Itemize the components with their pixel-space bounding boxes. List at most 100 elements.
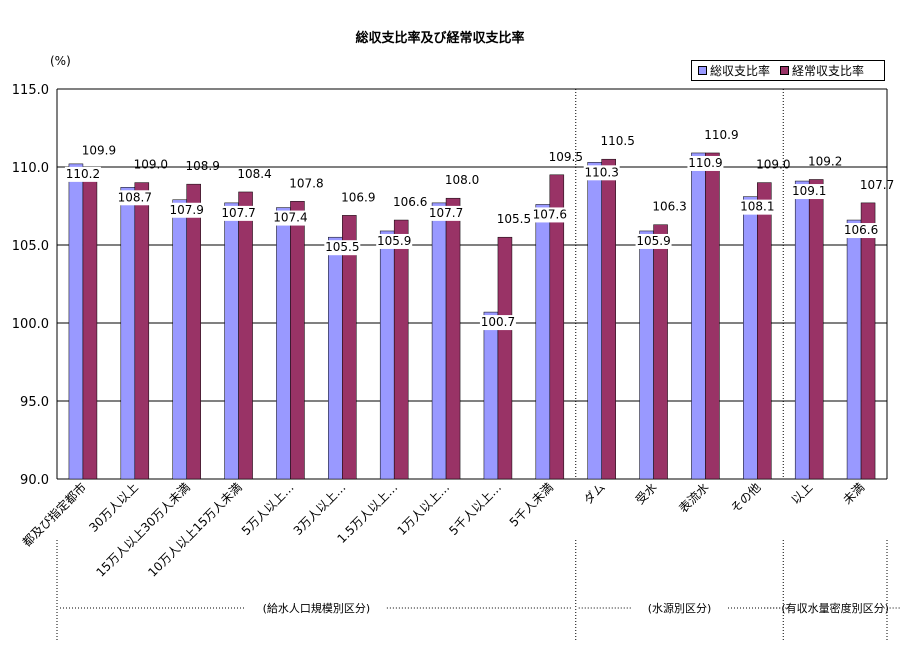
data-label-ordinary: 109.2 (808, 154, 842, 168)
data-label-bg (324, 240, 361, 256)
data-label-bg (583, 165, 620, 181)
data-label-ordinary: 109.0 (756, 158, 790, 172)
bar-total-8 (483, 311, 499, 480)
x-tick-label: 受水 (633, 480, 660, 507)
data-label-bg (635, 233, 672, 249)
legend-swatch-series-1 (698, 66, 707, 75)
x-tick-label: 5万人以上… (239, 480, 297, 538)
data-label-ordinary: 106.6 (393, 195, 427, 209)
x-tick-label: 以上 (788, 480, 815, 507)
bar-total-12 (691, 152, 706, 480)
data-label-total: 108.1 (740, 200, 774, 214)
data-label-bg (116, 190, 153, 206)
bar-total-0 (68, 163, 84, 480)
data-label-ordinary: 106.9 (341, 190, 375, 204)
x-tick-label: 15万人以上30万人未満 (93, 480, 192, 579)
data-label-ordinary: 106.3 (652, 200, 686, 214)
bar-total-15 (846, 219, 862, 480)
data-label-ordinary: 105.5 (497, 212, 531, 226)
y-tick-label: 105.0 (12, 239, 49, 254)
data-label-total: 100.7 (481, 315, 515, 329)
data-label-ordinary: 108.0 (445, 173, 479, 187)
data-label-total: 107.7 (429, 206, 463, 220)
bar-ordinary-0 (82, 168, 98, 480)
bar-ordinary-5 (342, 215, 357, 480)
data-label-bg (272, 210, 309, 226)
data-label-bg (843, 223, 880, 239)
group-label-0: (給水人口規模別区分) (263, 601, 371, 615)
bar-ordinary-7 (445, 197, 461, 480)
data-label-total: 107.6 (533, 207, 567, 221)
bar-ordinary-2 (186, 183, 201, 480)
x-tick-label: その他 (728, 480, 763, 515)
data-label-bg (739, 199, 776, 215)
data-label-ordinary: 109.5 (549, 150, 583, 164)
data-label-bg (168, 202, 205, 218)
y-tick-label: 115.0 (12, 83, 49, 98)
data-label-total: 110.3 (585, 165, 619, 179)
data-label-total: 109.1 (792, 184, 826, 198)
bar-total-14 (794, 180, 810, 480)
bar-ordinary-11 (653, 224, 668, 480)
data-label-total: 110.9 (688, 156, 722, 170)
data-label-bg (64, 166, 101, 182)
group-label-2: (有収水量密度別区分) (781, 601, 889, 615)
x-tick-label: 都及び指定都市 (19, 480, 89, 550)
bar-ordinary-15 (860, 202, 876, 480)
bar-ordinary-4 (290, 201, 305, 480)
data-label-total: 106.6 (844, 223, 878, 237)
legend-item-series-1: 総収支比率 (698, 62, 770, 79)
bar-total-11 (639, 230, 654, 480)
data-label-bg (220, 205, 257, 221)
data-label-bg (531, 207, 568, 223)
group-label-1: (水源別区分) (648, 601, 712, 615)
data-label-total: 110.2 (66, 167, 100, 181)
data-label-bg (791, 184, 828, 200)
bar-total-13 (743, 196, 758, 480)
data-label-bg (376, 233, 413, 249)
bar-ordinary-3 (238, 191, 253, 480)
x-tick-label: 30万人以上 (86, 480, 141, 535)
data-label-ordinary: 110.5 (601, 134, 635, 148)
data-label-total: 108.7 (118, 190, 152, 204)
data-label-total: 107.4 (273, 211, 307, 225)
bar-ordinary-9 (549, 174, 565, 480)
bar-ordinary-14 (808, 179, 824, 480)
data-label-ordinary: 108.4 (237, 167, 271, 181)
legend-label-series-1: 総収支比率 (710, 64, 771, 78)
bar-total-7 (431, 202, 447, 480)
bar-total-3 (224, 202, 239, 480)
chart-title: 総収支比率及び経常収支比率 (355, 30, 524, 46)
data-label-ordinary: 107.8 (289, 176, 323, 190)
data-label-bg (428, 205, 465, 221)
x-tick-label: 5千人未満 (507, 480, 556, 529)
bar-total-1 (120, 187, 136, 480)
y-tick-label: 95.0 (20, 395, 49, 410)
y-tick-label: 90.0 (20, 473, 49, 488)
legend-swatch-series-2 (780, 66, 790, 75)
data-label-bg (687, 155, 724, 171)
bar-total-10 (587, 162, 602, 480)
y-tick-label: 100.0 (12, 317, 49, 332)
bar-total-6 (379, 230, 395, 480)
data-label-total: 105.9 (636, 234, 670, 248)
data-label-bg (479, 315, 516, 331)
bar-ordinary-13 (757, 182, 772, 480)
x-tick-label: 3万人以上… (291, 480, 349, 538)
bar-total-9 (535, 204, 551, 480)
x-tick-label: 5千人以上… (446, 480, 504, 538)
bar-ordinary-8 (497, 236, 513, 480)
bar-ordinary-12 (705, 152, 720, 480)
y-tick-label: 110.0 (12, 161, 49, 176)
data-label-ordinary: 109.0 (134, 158, 168, 172)
data-label-ordinary: 110.9 (704, 128, 738, 142)
data-label-total: 105.5 (325, 240, 359, 254)
x-tick-label: 未満 (840, 480, 867, 507)
bar-total-4 (276, 207, 291, 480)
data-label-ordinary: 107.7 (860, 178, 894, 192)
data-label-total: 107.7 (221, 206, 255, 220)
legend-label-series-2: 経常収支比率 (792, 64, 865, 78)
legend: 総収支比率 経常収支比率 (691, 60, 885, 81)
